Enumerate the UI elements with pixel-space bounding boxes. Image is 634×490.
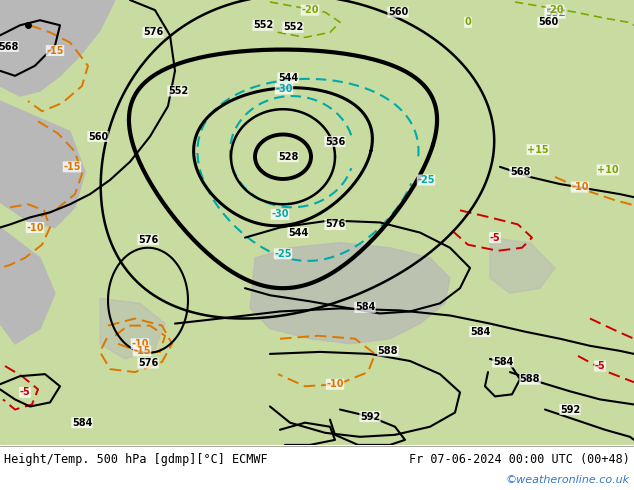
Text: Height/Temp. 500 hPa [gdmp][°C] ECMWF: Height/Temp. 500 hPa [gdmp][°C] ECMWF [4,453,268,466]
Text: 584: 584 [72,417,92,428]
Text: -25: -25 [275,249,292,259]
Text: -10: -10 [327,379,344,389]
Polygon shape [490,238,555,293]
Text: -5: -5 [489,233,500,243]
Text: 576: 576 [138,358,158,368]
Text: 568: 568 [0,42,18,51]
Text: 560: 560 [388,7,408,17]
Text: 584: 584 [355,302,375,313]
Text: 576: 576 [143,27,163,37]
Text: 552: 552 [545,8,565,18]
Text: 552: 552 [168,86,188,96]
Text: 528: 528 [278,152,298,162]
Text: -25: -25 [417,175,435,185]
Text: 592: 592 [360,412,380,421]
Text: -20: -20 [547,5,564,15]
Text: +10: +10 [597,165,619,175]
Text: -15: -15 [63,162,81,172]
Text: 568: 568 [510,167,530,177]
Text: 552: 552 [283,23,303,32]
Text: 576: 576 [138,235,158,245]
Text: 576: 576 [325,220,345,229]
Polygon shape [0,0,115,96]
Text: -5: -5 [595,361,605,371]
Text: 552: 552 [253,20,273,30]
Text: 0: 0 [465,17,471,27]
Text: -10: -10 [571,182,589,192]
Text: -10: -10 [26,222,44,233]
Text: -30: -30 [275,84,293,94]
Text: -10: -10 [131,339,149,349]
Text: 536: 536 [325,137,345,147]
Text: -20: -20 [301,5,319,15]
Text: 588: 588 [378,346,398,356]
Text: 584: 584 [470,327,490,337]
Text: 560: 560 [88,131,108,142]
Text: 544: 544 [278,73,298,83]
Text: ©weatheronline.co.uk: ©weatheronline.co.uk [506,475,630,485]
Text: 584: 584 [493,357,513,367]
Polygon shape [250,243,450,344]
Polygon shape [100,298,165,359]
Text: -30: -30 [271,209,288,220]
Text: +15: +15 [527,145,549,155]
Polygon shape [0,227,55,344]
Text: 544: 544 [288,227,308,238]
Text: 588: 588 [520,374,540,384]
Text: Fr 07-06-2024 00:00 UTC (00+48): Fr 07-06-2024 00:00 UTC (00+48) [409,453,630,466]
Text: -15: -15 [133,346,151,356]
Text: 560: 560 [538,17,558,27]
Text: -15: -15 [46,46,64,55]
Text: -5: -5 [20,387,30,397]
Text: 592: 592 [560,405,580,415]
Polygon shape [0,101,85,227]
